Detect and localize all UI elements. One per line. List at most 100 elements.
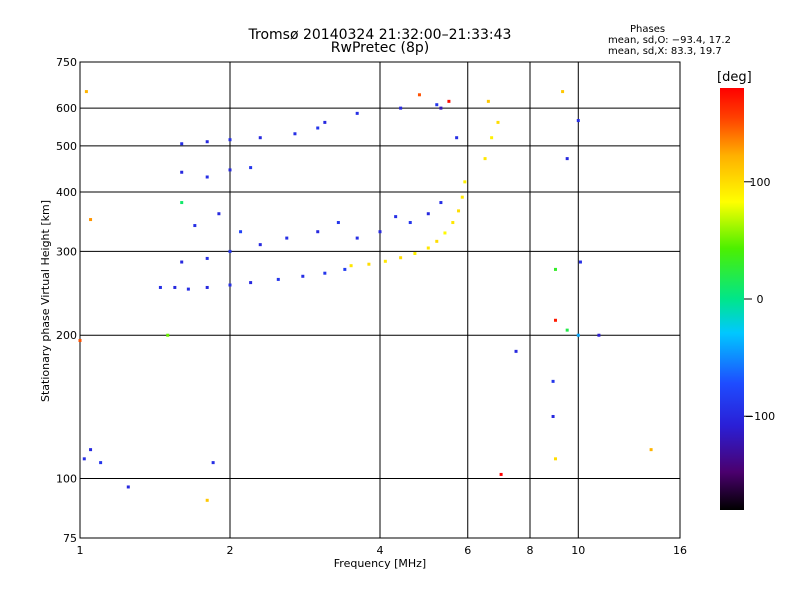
- colorbar-label: [deg]: [717, 70, 752, 85]
- data-point: [349, 264, 353, 268]
- x-tick-label: 2: [227, 544, 234, 557]
- data-point: [228, 168, 232, 172]
- data-point: [514, 349, 518, 353]
- data-point: [205, 140, 209, 144]
- data-point: [597, 333, 601, 337]
- data-point: [217, 212, 221, 216]
- data-point: [285, 236, 289, 240]
- data-point: [565, 328, 569, 332]
- x-axis-label: Frequency [MHz]: [333, 557, 427, 570]
- data-point: [565, 157, 569, 161]
- data-point: [486, 99, 490, 103]
- data-point: [180, 260, 184, 264]
- data-point: [553, 267, 557, 271]
- x-tick-label: 6: [464, 544, 471, 557]
- x-tick-label: 8: [527, 544, 534, 557]
- y-tick-label: 400: [56, 186, 77, 199]
- data-point: [211, 461, 215, 465]
- phases-mean-o: mean, sd,O: −93.4, 17.2: [608, 35, 731, 46]
- data-point: [316, 126, 320, 130]
- phases-mean-x: mean, sd,X: 83.3, 19.7: [608, 46, 722, 57]
- data-point: [205, 285, 209, 289]
- data-point: [343, 267, 347, 271]
- phases-label: Phases: [630, 24, 666, 35]
- data-point: [463, 180, 467, 184]
- data-point: [394, 215, 398, 219]
- data-point: [316, 230, 320, 234]
- data-point: [426, 212, 430, 216]
- y-axis-label: Stationary phase Virtual Height [km]: [39, 199, 52, 403]
- data-point: [408, 221, 412, 225]
- data-point: [158, 285, 162, 289]
- data-point: [323, 271, 327, 275]
- data-point: [413, 251, 417, 255]
- data-point: [355, 236, 359, 240]
- data-point: [490, 136, 494, 140]
- data-point: [399, 256, 403, 260]
- data-point: [301, 274, 305, 278]
- y-tick-label: 600: [56, 102, 77, 115]
- data-point: [551, 379, 555, 383]
- data-point: [483, 157, 487, 161]
- data-point: [193, 224, 197, 228]
- x-tick-label: 4: [377, 544, 384, 557]
- data-point: [205, 256, 209, 260]
- data-point: [258, 136, 262, 140]
- y-tick-label: 75: [63, 532, 77, 545]
- data-point: [578, 260, 582, 264]
- data-point: [126, 485, 130, 489]
- data-point: [228, 138, 232, 142]
- data-point: [173, 285, 177, 289]
- data-point: [355, 111, 359, 115]
- data-point: [249, 166, 253, 170]
- data-point: [228, 249, 232, 253]
- data-point: [205, 175, 209, 179]
- data-point: [649, 448, 653, 452]
- data-point: [99, 461, 103, 465]
- data-point: [561, 90, 565, 94]
- data-point: [276, 277, 280, 281]
- data-point: [180, 170, 184, 174]
- data-point: [447, 99, 451, 103]
- data-point: [553, 457, 557, 461]
- data-point: [443, 231, 447, 235]
- data-point: [89, 448, 93, 452]
- colorbar: [720, 88, 744, 510]
- data-point: [576, 119, 580, 123]
- data-point: [451, 221, 455, 225]
- data-point: [367, 262, 371, 266]
- data-point: [82, 457, 86, 461]
- data-point: [435, 239, 439, 243]
- data-point: [455, 136, 459, 140]
- x-tick-label: 1: [77, 544, 84, 557]
- data-point: [426, 246, 430, 250]
- y-tick-label: 300: [56, 245, 77, 258]
- data-point: [205, 498, 209, 502]
- x-tick-label: 10: [571, 544, 585, 557]
- data-point: [499, 472, 503, 476]
- data-point: [186, 287, 190, 291]
- data-point: [551, 414, 555, 418]
- data-point: [496, 120, 500, 124]
- data-point: [89, 218, 93, 222]
- data-point: [439, 106, 443, 110]
- data-point: [166, 333, 170, 337]
- chart-subtitle: RwPretec (8p): [330, 40, 430, 56]
- data-point: [228, 283, 232, 287]
- colorbar-tick-label: 0: [757, 293, 764, 306]
- data-point: [378, 230, 382, 234]
- x-tick-label: 16: [673, 544, 687, 557]
- data-point: [576, 333, 580, 337]
- data-point: [399, 106, 403, 110]
- data-point: [417, 93, 421, 97]
- data-point: [336, 221, 340, 225]
- data-point: [439, 201, 443, 205]
- data-point: [180, 201, 184, 205]
- y-tick-label: 750: [56, 56, 77, 69]
- chart-title: Tromsø 20140324 21:32:00–21:33:43: [248, 27, 512, 43]
- data-point: [460, 195, 464, 199]
- colorbar-tick-label: 100: [750, 176, 771, 189]
- data-point: [258, 243, 262, 247]
